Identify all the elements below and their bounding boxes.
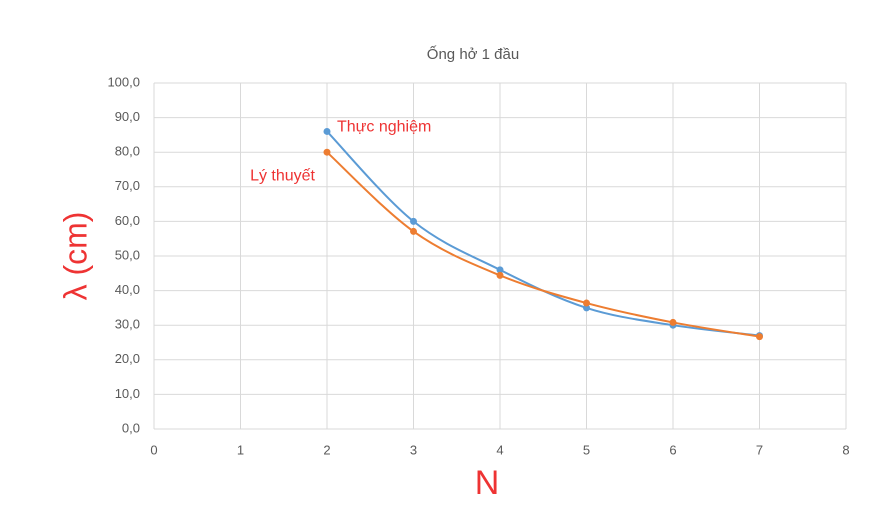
series-name: Thực nghiệm (337, 119, 431, 136)
x-tick-label: 1 (237, 442, 244, 457)
y-axis-label: λ (cm) (57, 212, 93, 301)
y-tick-label: 90,0 (115, 109, 140, 124)
data-point (669, 318, 677, 326)
y-tick-label: 50,0 (115, 247, 140, 262)
y-tick-label: 70,0 (115, 178, 140, 193)
y-tick-label: 20,0 (115, 351, 140, 366)
x-tick-label: 8 (842, 442, 849, 457)
data-point (496, 266, 504, 274)
y-tick-label: 10,0 (115, 386, 140, 401)
data-point (410, 227, 417, 235)
data-point (496, 271, 504, 279)
y-tick-label: 80,0 (115, 144, 140, 159)
data-point (583, 304, 590, 312)
x-tick-label: 6 (669, 442, 676, 457)
y-tick-label: 30,0 (115, 317, 140, 332)
series-line (326, 130, 760, 337)
data-point (323, 148, 331, 156)
x-tick-label: 3 (410, 442, 417, 457)
chart-title: Ống hở 1 đầu (427, 45, 519, 63)
y-tick-label: 100,0 (107, 74, 140, 89)
data-point (323, 127, 331, 135)
x-tick-label: 0 (150, 442, 157, 457)
x-tick-label: 2 (323, 442, 330, 457)
data-point (583, 299, 590, 307)
series-name: Lý thuyết (250, 167, 315, 184)
x-tick-label: 7 (756, 442, 763, 457)
data-point (756, 333, 763, 341)
y-tick-label: 40,0 (115, 282, 140, 297)
series-line (326, 151, 760, 338)
y-tick-label: 60,0 (115, 213, 140, 228)
x-tick-label: 4 (496, 442, 503, 457)
data-point (410, 217, 417, 225)
x-axis-label: N (475, 464, 500, 502)
x-tick-label: 5 (583, 442, 590, 457)
y-tick-label: 0,0 (122, 420, 140, 435)
